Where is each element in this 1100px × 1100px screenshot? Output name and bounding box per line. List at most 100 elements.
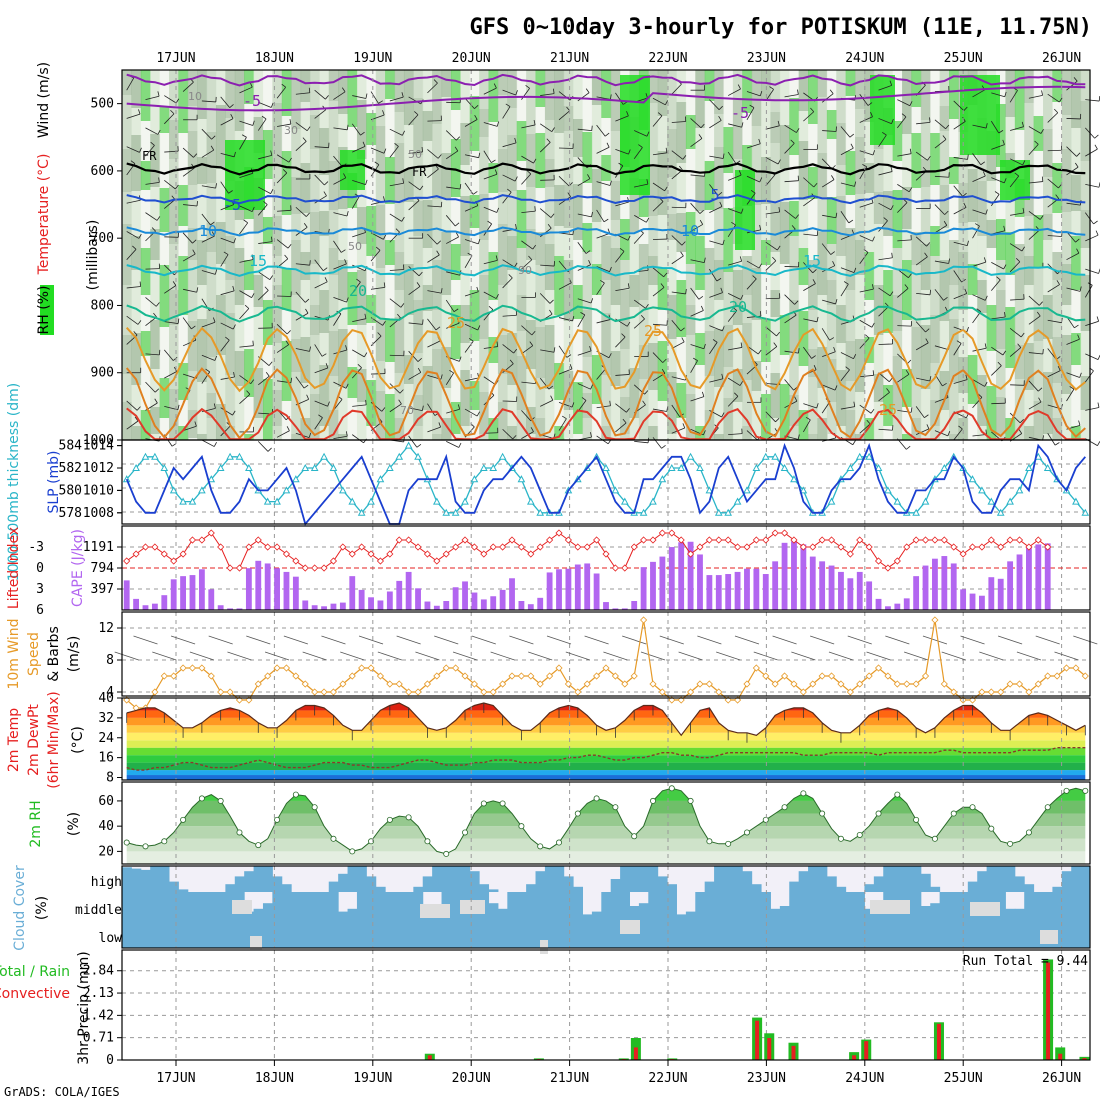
wind-barb (728, 347, 743, 351)
rh-shading-cell (789, 155, 800, 201)
rh-shading-cell (986, 131, 997, 181)
rh-shading-cell (977, 181, 988, 236)
wind-barb-flag (805, 416, 811, 421)
rh-shading-cell (394, 317, 405, 373)
wind-barb (840, 406, 855, 410)
wind-barb-flag (377, 332, 382, 337)
wind-barb-flag (759, 311, 762, 317)
rh-shading-cell (328, 101, 339, 161)
rh-shading-cell (667, 70, 678, 129)
wind-barb-flag (383, 148, 387, 154)
rh-shading-cell (441, 198, 452, 232)
rh-shading-cell (140, 70, 151, 121)
lifted-index-point (583, 543, 591, 551)
thickness-point (1006, 497, 1014, 505)
thickness-point (667, 463, 676, 471)
rh-shading-cell (375, 268, 386, 320)
wind10m-speed-point (207, 672, 215, 680)
wind-barb-flag (243, 219, 248, 224)
wind10m-barb (1073, 635, 1098, 645)
wind-barb-flag (302, 137, 307, 142)
cloud-bar-middle (770, 908, 781, 920)
wind-barb (972, 124, 987, 129)
wind-barb (1047, 93, 1060, 103)
wind10m-barb (678, 651, 703, 661)
cloud-bar-high (986, 866, 997, 892)
rh-shading-cell (479, 275, 490, 339)
cape-bar (274, 568, 280, 610)
wind-barb (539, 377, 550, 390)
cloud-bar-middle (676, 914, 687, 920)
wind10m-barb (791, 651, 816, 661)
wind-barb-flag (924, 414, 929, 419)
cape-bar (960, 589, 967, 610)
rh-shading-cell (751, 171, 762, 205)
minmax-axis-title: (6hr Min/Max) (46, 691, 62, 788)
cloud-bar-low (300, 920, 311, 948)
wind-barb (803, 283, 816, 292)
rh-shading-cell (497, 402, 508, 440)
cloud-bar-high (610, 879, 621, 892)
wind-barb-flag (664, 100, 669, 106)
wind10m-speed-point (1044, 672, 1052, 680)
wind-barb-flag (401, 216, 405, 222)
cloud-bar-middle (403, 892, 414, 920)
cloud-bar-low (1024, 920, 1035, 948)
cloud-bar-low (770, 920, 781, 948)
rh-shading-cell (131, 270, 142, 333)
rh-shading-cell (187, 228, 198, 260)
rh-shading-cell (394, 373, 405, 418)
wind-barb-flag (943, 220, 948, 226)
rh-shading-cell (244, 260, 255, 290)
lifted-index-point (329, 557, 338, 565)
rh-shading-cell (394, 290, 405, 317)
wind-barb (652, 352, 664, 363)
wind-barb (915, 236, 927, 247)
cloud-bar-low (441, 920, 452, 948)
cape-bar (264, 563, 271, 610)
cape-bar (640, 567, 647, 610)
wind-barb (464, 408, 478, 417)
cloud-bar-low (319, 920, 330, 948)
rh-shading-cell (573, 285, 584, 319)
wind10m-speed-point (687, 688, 695, 696)
wind-barb (502, 142, 517, 148)
lifted-index-point (217, 543, 225, 551)
wind-barb-flag (303, 384, 309, 389)
rh-shading-cell (845, 341, 856, 381)
cloud-bar-middle (638, 903, 649, 920)
cloud-bar-middle (300, 892, 311, 920)
wind-barb (953, 379, 968, 384)
precip-axis-tick-label: 2.84 (83, 964, 114, 979)
wind-barb-flag (477, 238, 481, 244)
wind-barb (934, 260, 949, 264)
wind-barb-flag (550, 395, 554, 401)
lifted-index-point (743, 543, 751, 551)
wind-barb (502, 106, 511, 119)
lifted-index-point (254, 536, 262, 544)
wind-barb-flag (1054, 442, 1060, 446)
rh-shading-cell (638, 179, 649, 217)
cape-bar (791, 541, 797, 610)
wind-barb (728, 123, 742, 128)
rh-shading-cell (873, 149, 884, 192)
thickness-point (978, 486, 986, 494)
cloud-bar-high (1014, 876, 1025, 892)
wind-barb (709, 120, 722, 129)
isotherm-label: -5 (243, 92, 261, 110)
wind-barb-flag (681, 337, 685, 343)
cloud-bar-low (591, 920, 602, 948)
wind-barb (690, 396, 705, 402)
rh-shading-cell (244, 434, 255, 440)
rh-shading-cell (422, 141, 433, 200)
wind10m-speed-point (470, 680, 478, 688)
cape-bar (1007, 561, 1014, 610)
rh-shading-cell (206, 252, 217, 310)
cloud-bar-middle (225, 892, 236, 920)
wind-barb-flag (1096, 316, 1099, 322)
rh-shading-cell (714, 434, 725, 440)
wind10m-speed-point (809, 680, 817, 688)
cloud-bar-high (375, 886, 386, 892)
wind-barb (934, 225, 948, 234)
rh-shading-cell (403, 169, 414, 202)
